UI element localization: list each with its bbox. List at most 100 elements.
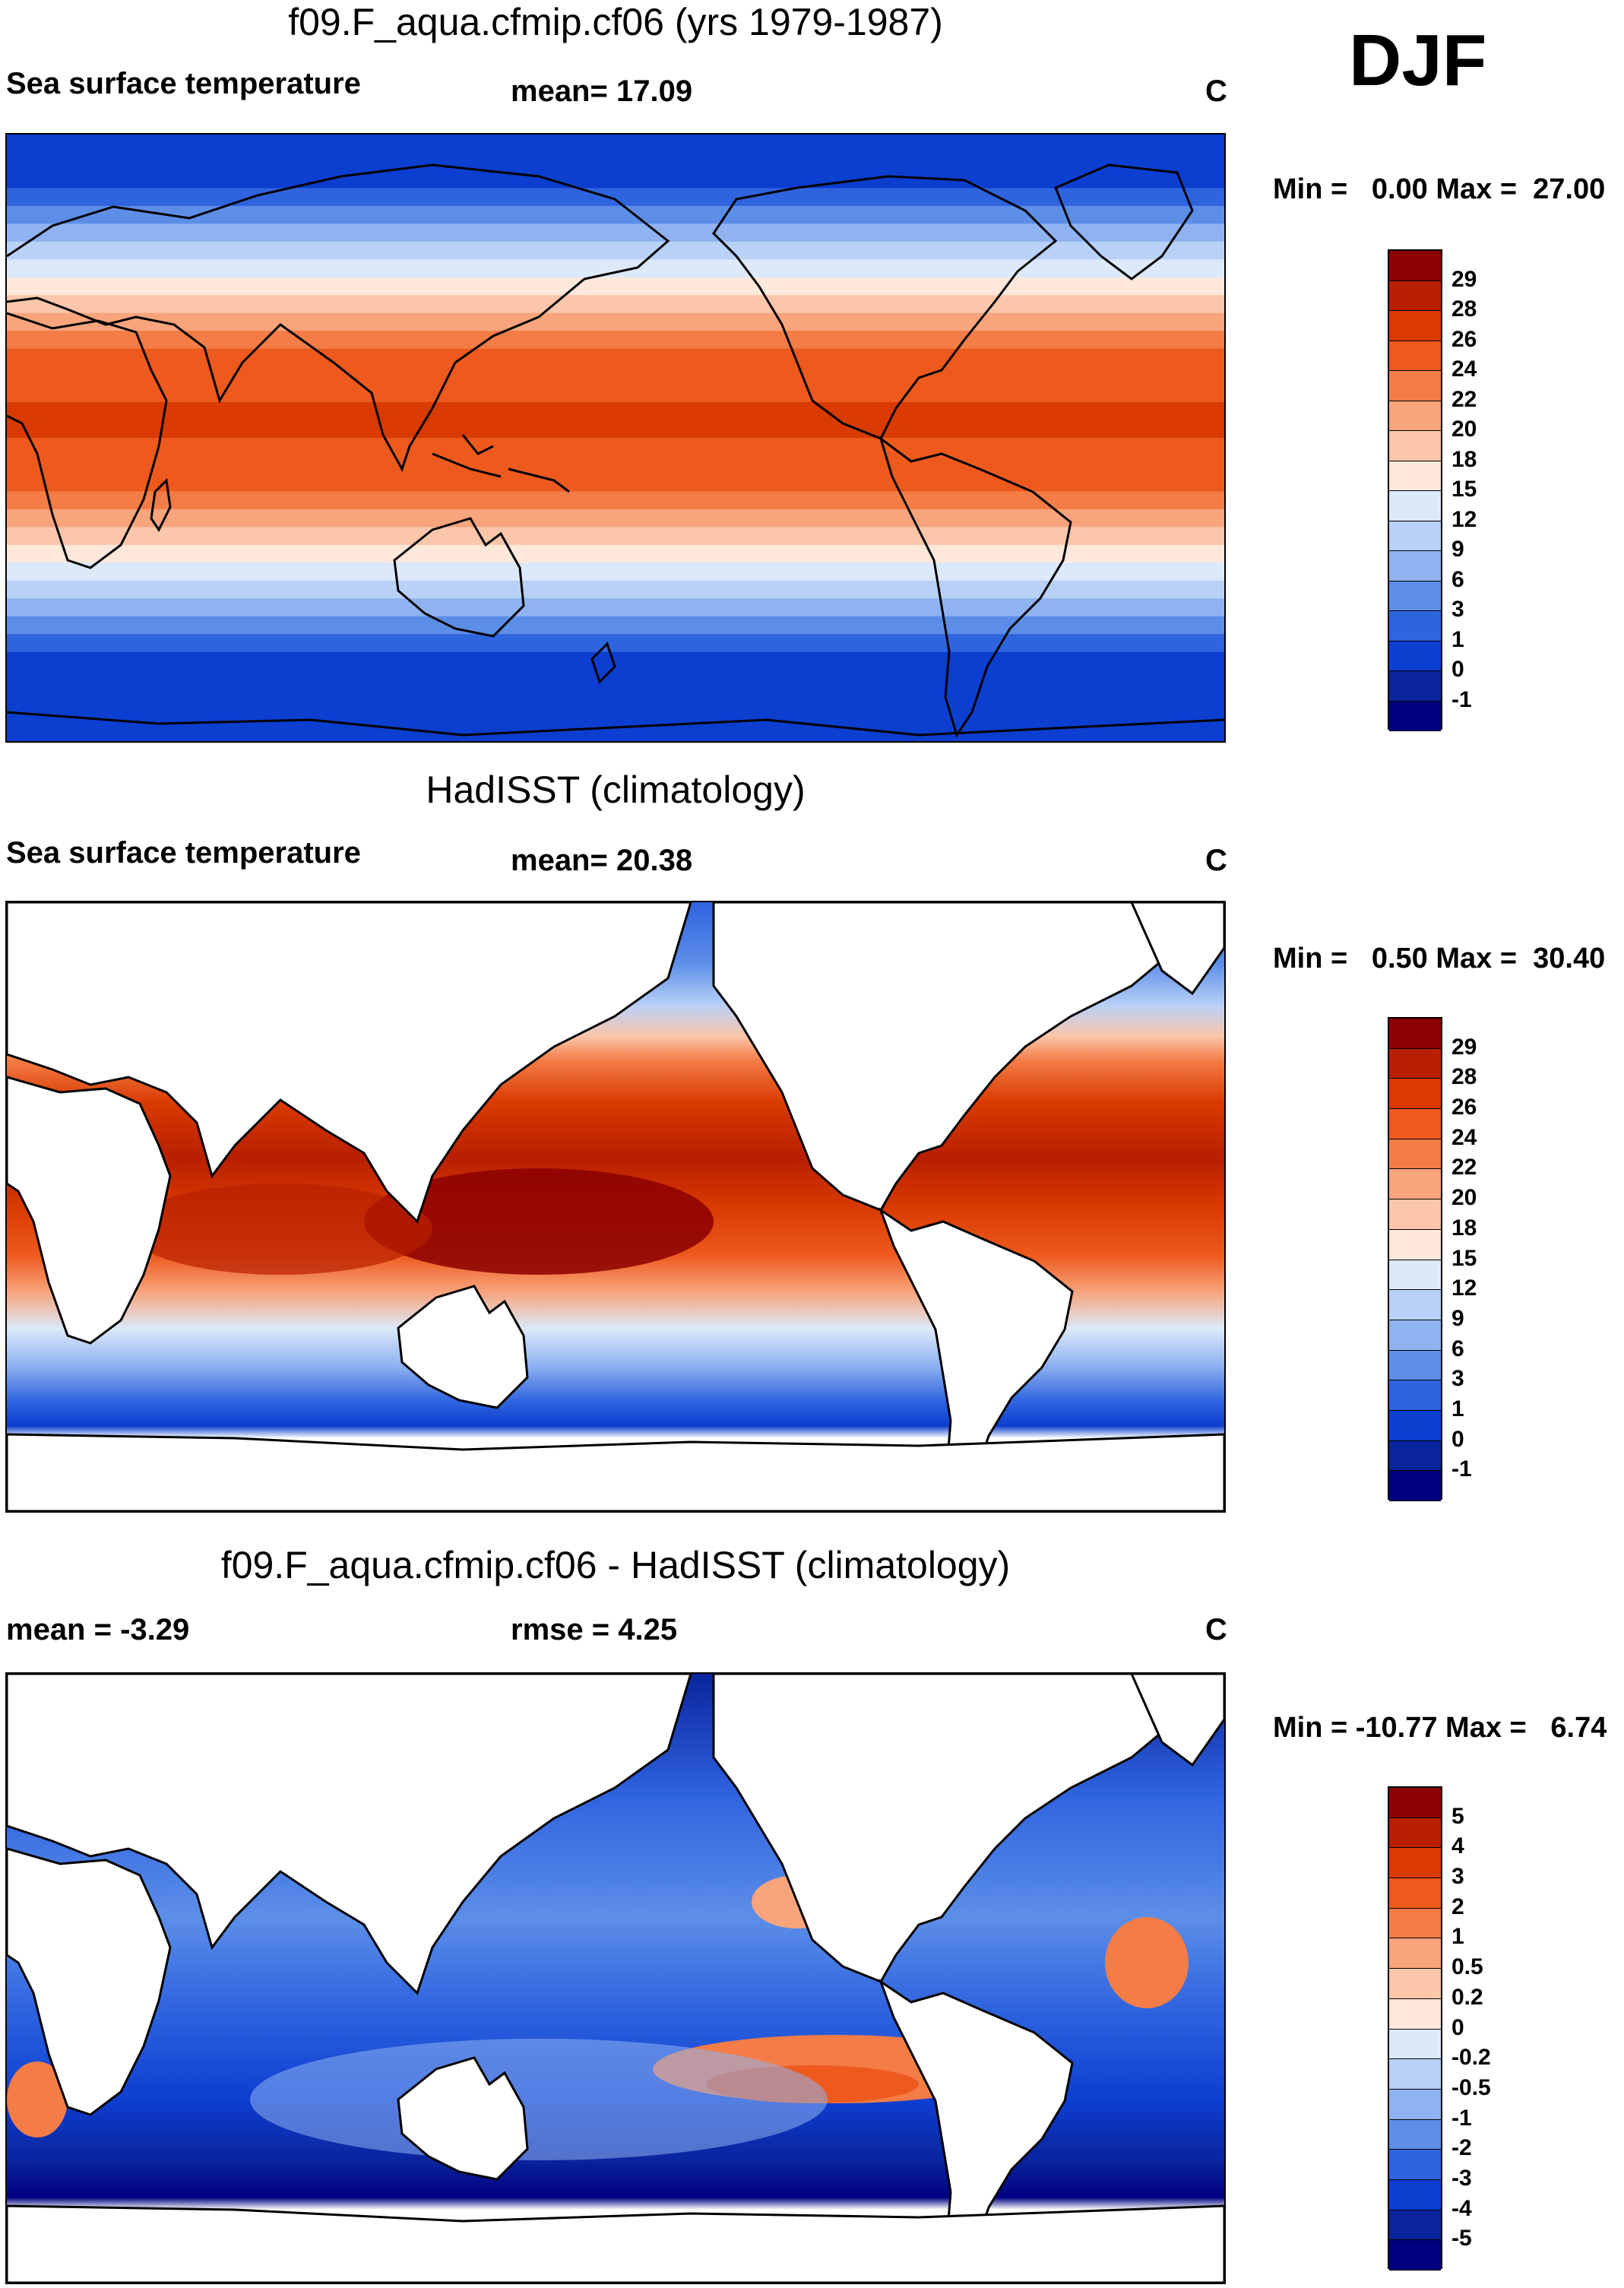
colorbar-tick-label: 28 — [1451, 296, 1477, 322]
colorbar-segment — [1389, 491, 1441, 521]
colorbar-segment — [1389, 1410, 1441, 1441]
colorbar-tick-label: 1 — [1451, 1396, 1464, 1421]
sst-band — [7, 634, 1224, 653]
colorbar-segment — [1389, 2119, 1441, 2150]
africa-land — [7, 1076, 172, 1345]
colorbar-tick-label: 1 — [1451, 626, 1464, 652]
sst-band — [7, 135, 1224, 154]
colorbar-tick-label: 24 — [1451, 357, 1477, 382]
panel3-units-label: C — [1205, 1613, 1227, 1646]
greenland-land — [1130, 1674, 1224, 1767]
warm-anomaly-atlantic — [1105, 1917, 1189, 2008]
colorbar-segment — [1389, 1048, 1441, 1079]
colorbar-segment — [1389, 371, 1441, 401]
panel3-map-svg — [7, 1674, 1224, 2283]
colorbar-segment — [1389, 280, 1441, 311]
sst-band — [7, 705, 1224, 724]
panel3-colorbar — [1388, 1786, 1442, 2271]
colorbar-tick-label: 9 — [1451, 537, 1464, 562]
colorbar-tick-label: -0.5 — [1451, 2074, 1491, 2100]
colorbar-tick-label: -4 — [1451, 2195, 1472, 2221]
sst-band — [7, 616, 1224, 635]
colorbar-tick-label: 3 — [1451, 1366, 1464, 1392]
colorbar-tick-label: 20 — [1451, 1185, 1477, 1211]
colorbar-segment — [1389, 341, 1441, 371]
north-america-coastline — [712, 175, 1058, 440]
colorbar-tick-label: 29 — [1451, 266, 1477, 292]
colorbar-segment — [1389, 1908, 1441, 1939]
panel1-map-svg — [7, 135, 1224, 741]
africa-land — [7, 1847, 172, 2116]
sst-band — [7, 527, 1224, 546]
colorbar-segment — [1389, 2089, 1441, 2120]
colorbar-segment — [1389, 1969, 1441, 1999]
colorbar-tick-label: -1 — [1451, 2105, 1472, 2131]
panel3-map — [5, 1672, 1226, 2284]
sst-band — [7, 651, 1224, 671]
sst-band — [7, 402, 1224, 421]
colorbar-segment — [1389, 1788, 1441, 1818]
panel1-minmax-label: Min = 0.00 Max = 27.00 — [1273, 173, 1606, 205]
colorbar-tick-label: 24 — [1451, 1124, 1477, 1150]
colorbar-segment — [1389, 1109, 1441, 1139]
colorbar-tick-label: 15 — [1451, 477, 1477, 502]
colorbar-segment — [1389, 2210, 1441, 2241]
panel3-rmse-label: rmse = 4.25 — [511, 1613, 678, 1646]
colorbar-segment — [1389, 1440, 1441, 1472]
sst-band — [7, 420, 1224, 439]
colorbar-segment — [1389, 1169, 1441, 1200]
panel1-units-label: C — [1205, 74, 1227, 108]
sst-band — [7, 384, 1224, 404]
colorbar-tick-label: 12 — [1451, 506, 1477, 532]
sst-band — [7, 687, 1224, 707]
sst-band — [7, 670, 1224, 689]
colorbar-tick-label: -5 — [1451, 2226, 1472, 2252]
colorbar-tick-label: 0 — [1451, 1426, 1464, 1452]
colorbar-segment — [1389, 521, 1441, 551]
indian-ocean-warm — [128, 1184, 432, 1275]
eurasia-land — [7, 902, 692, 1224]
colorbar-segment — [1389, 2179, 1441, 2210]
panel3-title: f09.F_aqua.cfmip.cf06 - HadISST (climato… — [220, 1544, 1011, 1586]
sst-band — [7, 295, 1224, 314]
australia-coastline — [393, 517, 525, 638]
sst-band — [7, 580, 1224, 600]
colorbar-tick-label: 4 — [1451, 1833, 1464, 1859]
colorbar-tick-label: -1 — [1451, 1456, 1472, 1482]
australia-land — [397, 1285, 529, 1409]
greenland-land — [1130, 902, 1224, 996]
colorbar-tick-label: 26 — [1451, 1095, 1477, 1120]
panel2-map-svg — [7, 902, 1224, 1511]
colorbar-segment — [1389, 2150, 1441, 2180]
panel2-colorbar — [1388, 1017, 1442, 1501]
colorbar-tick-label: 5 — [1451, 1803, 1464, 1829]
sst-band — [7, 366, 1224, 385]
colorbar-segment — [1389, 1350, 1441, 1381]
colorbar-tick-label: 18 — [1451, 1215, 1477, 1241]
sst-band — [7, 598, 1224, 617]
madagascar-coastline — [150, 477, 172, 532]
panel3-mean-label: mean = -3.29 — [6, 1613, 190, 1646]
season-label: DJF — [1349, 20, 1487, 101]
sst-band — [7, 562, 1224, 582]
sst-band — [7, 152, 1224, 171]
panel1-colorbar — [1388, 249, 1442, 731]
colorbar-segment — [1389, 1817, 1441, 1849]
panel1-coastlines — [7, 163, 1224, 738]
mild-anomaly-indo-pacific — [250, 2039, 828, 2160]
colorbar-tick-label: 0 — [1451, 2014, 1464, 2040]
colorbar-segment — [1389, 1471, 1441, 1501]
colorbar-segment — [1389, 611, 1441, 642]
panel2-mean-label: mean= 20.38 — [511, 844, 693, 877]
north-america-land — [712, 1674, 1194, 1983]
colorbar-segment — [1389, 1320, 1441, 1351]
colorbar-segment — [1389, 1938, 1441, 1970]
colorbar-segment — [1389, 431, 1441, 461]
sst-band — [7, 544, 1224, 564]
colorbar-tick-label: 20 — [1451, 417, 1477, 442]
colorbar-tick-label: 3 — [1451, 1864, 1464, 1890]
eurasia-coastline — [7, 163, 670, 472]
colorbar-segment — [1389, 1229, 1441, 1260]
colorbar-segment — [1389, 1260, 1441, 1291]
sst-band — [7, 348, 1224, 368]
